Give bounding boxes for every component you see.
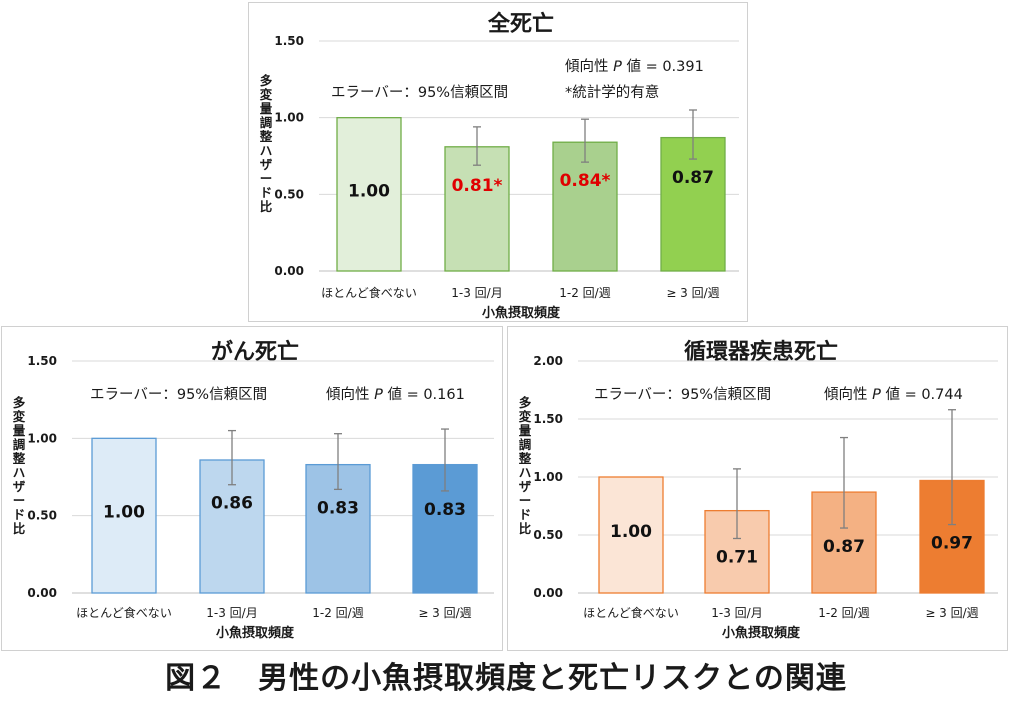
y-tick-label: 1.50 [27,354,57,368]
bar [552,141,618,272]
y-tick-label: 0.50 [533,528,563,542]
x-category-label: ≥ 3 回/週 [666,286,719,300]
chart-title: 全死亡 [487,11,554,37]
bar-value-label: 1.00 [103,503,145,523]
chart-annotation: 傾向性 P 値 = 0.161 [326,386,465,403]
bar-value-label: 0.83 [317,498,359,518]
chart-panel-cancer-mortality: がん死亡 0.00 0.50 1.00 1.50 多変量調整ハザード比 エラーバー：95%信… [1,326,503,651]
x-category-label: ほとんど食べない [583,605,679,620]
y-axis-label: 多変量調整ハザード比 [260,73,273,214]
bar-value-label: 0.71 [716,547,758,567]
bar [598,476,664,594]
x-axis-label: 小魚摂取頻度 [482,305,561,321]
chart-panel-all-cause-mortality: 全死亡 0.00 0.50 1.00 1.50 多変量調整ハザード比 エラーバー：95%信頼… [248,2,748,322]
chart-all-cause-mortality: 全死亡 0.00 0.50 1.00 1.50 多変量調整ハザード比 エラーバー：95%信頼… [260,11,739,321]
y-tick-label: 0.50 [274,187,304,201]
bar-value-label: 1.00 [348,181,390,201]
y-tick-label: 1.00 [274,111,304,125]
x-category-label: ほとんど食べない [76,605,172,620]
y-tick-label: 1.50 [274,34,304,48]
chart-annotation: 傾向性 P 値 = 0.391 [565,58,704,75]
x-category-label: 1-3 回/月 [451,286,502,300]
chart-annotation: エラーバー：95%信頼区間 [594,386,771,403]
y-tick-label: 0.00 [533,586,563,600]
chart-cancer-mortality: がん死亡0.000.501.001.50多変量調整ハザード比エラーバー：95%信… [13,339,494,641]
y-axis-label: 多変量調整ハザード比 [519,395,532,536]
chart-annotation: *統計学的有意 [565,83,659,101]
bar-value-label: 0.97 [931,534,973,554]
bar [91,437,157,594]
bar-value-label: 0.84* [560,171,611,191]
bar-value-label: 0.81* [452,176,503,196]
y-tick-label: 1.50 [533,412,563,426]
x-category-label: ほとんど食べない [321,285,417,300]
chart-annotation: エラーバー：95%信頼区間 [331,84,508,101]
y-tick-label: 0.00 [274,264,304,278]
x-category-label: 1-2 回/週 [818,606,869,620]
y-tick-label: 1.00 [533,470,563,484]
x-axis-label: 小魚摂取頻度 [216,625,295,641]
chart-panel-cardiovascular-mortality: 循環器疾患死亡 0.00 0.50 1.00 1.50 2.00 多変量調整ハザード比 エラー… [507,326,1008,651]
bar-value-label: 0.86 [211,494,253,514]
x-category-label: 1-2 回/週 [559,286,610,300]
x-axis-label: 小魚摂取頻度 [722,625,801,641]
x-category-label: 1-2 回/週 [312,606,363,620]
chart-annotation: 傾向性 P 値 = 0.744 [824,386,963,403]
y-tick-label: 0.00 [27,586,57,600]
bar-value-label: 0.87 [672,168,714,188]
bar-value-label: 1.00 [610,522,652,542]
x-category-label: ≥ 3 回/週 [418,606,471,620]
bar-value-label: 0.87 [823,537,865,557]
x-category-label: 1-3 回/月 [711,606,762,620]
bar-value-label: 0.83 [424,500,466,520]
x-category-label: ≥ 3 回/週 [925,606,978,620]
figure-caption: 図２ 男性の小魚摂取頻度と死亡リスクとの関連 [165,661,847,696]
y-tick-label: 1.00 [27,431,57,445]
y-axis-label: 多変量調整ハザード比 [13,395,26,536]
chart-annotation: エラーバー：95%信頼区間 [90,386,267,403]
y-tick-label: 2.00 [533,354,563,368]
bar [660,136,726,272]
chart-cardiovascular-mortality: 循環器疾患死亡0.000.501.001.502.00多変量調整ハザード比エラー… [519,339,998,641]
y-tick-label: 0.50 [27,509,57,523]
bar [336,117,402,272]
bar [444,146,510,272]
x-category-label: 1-3 回/月 [206,606,257,620]
